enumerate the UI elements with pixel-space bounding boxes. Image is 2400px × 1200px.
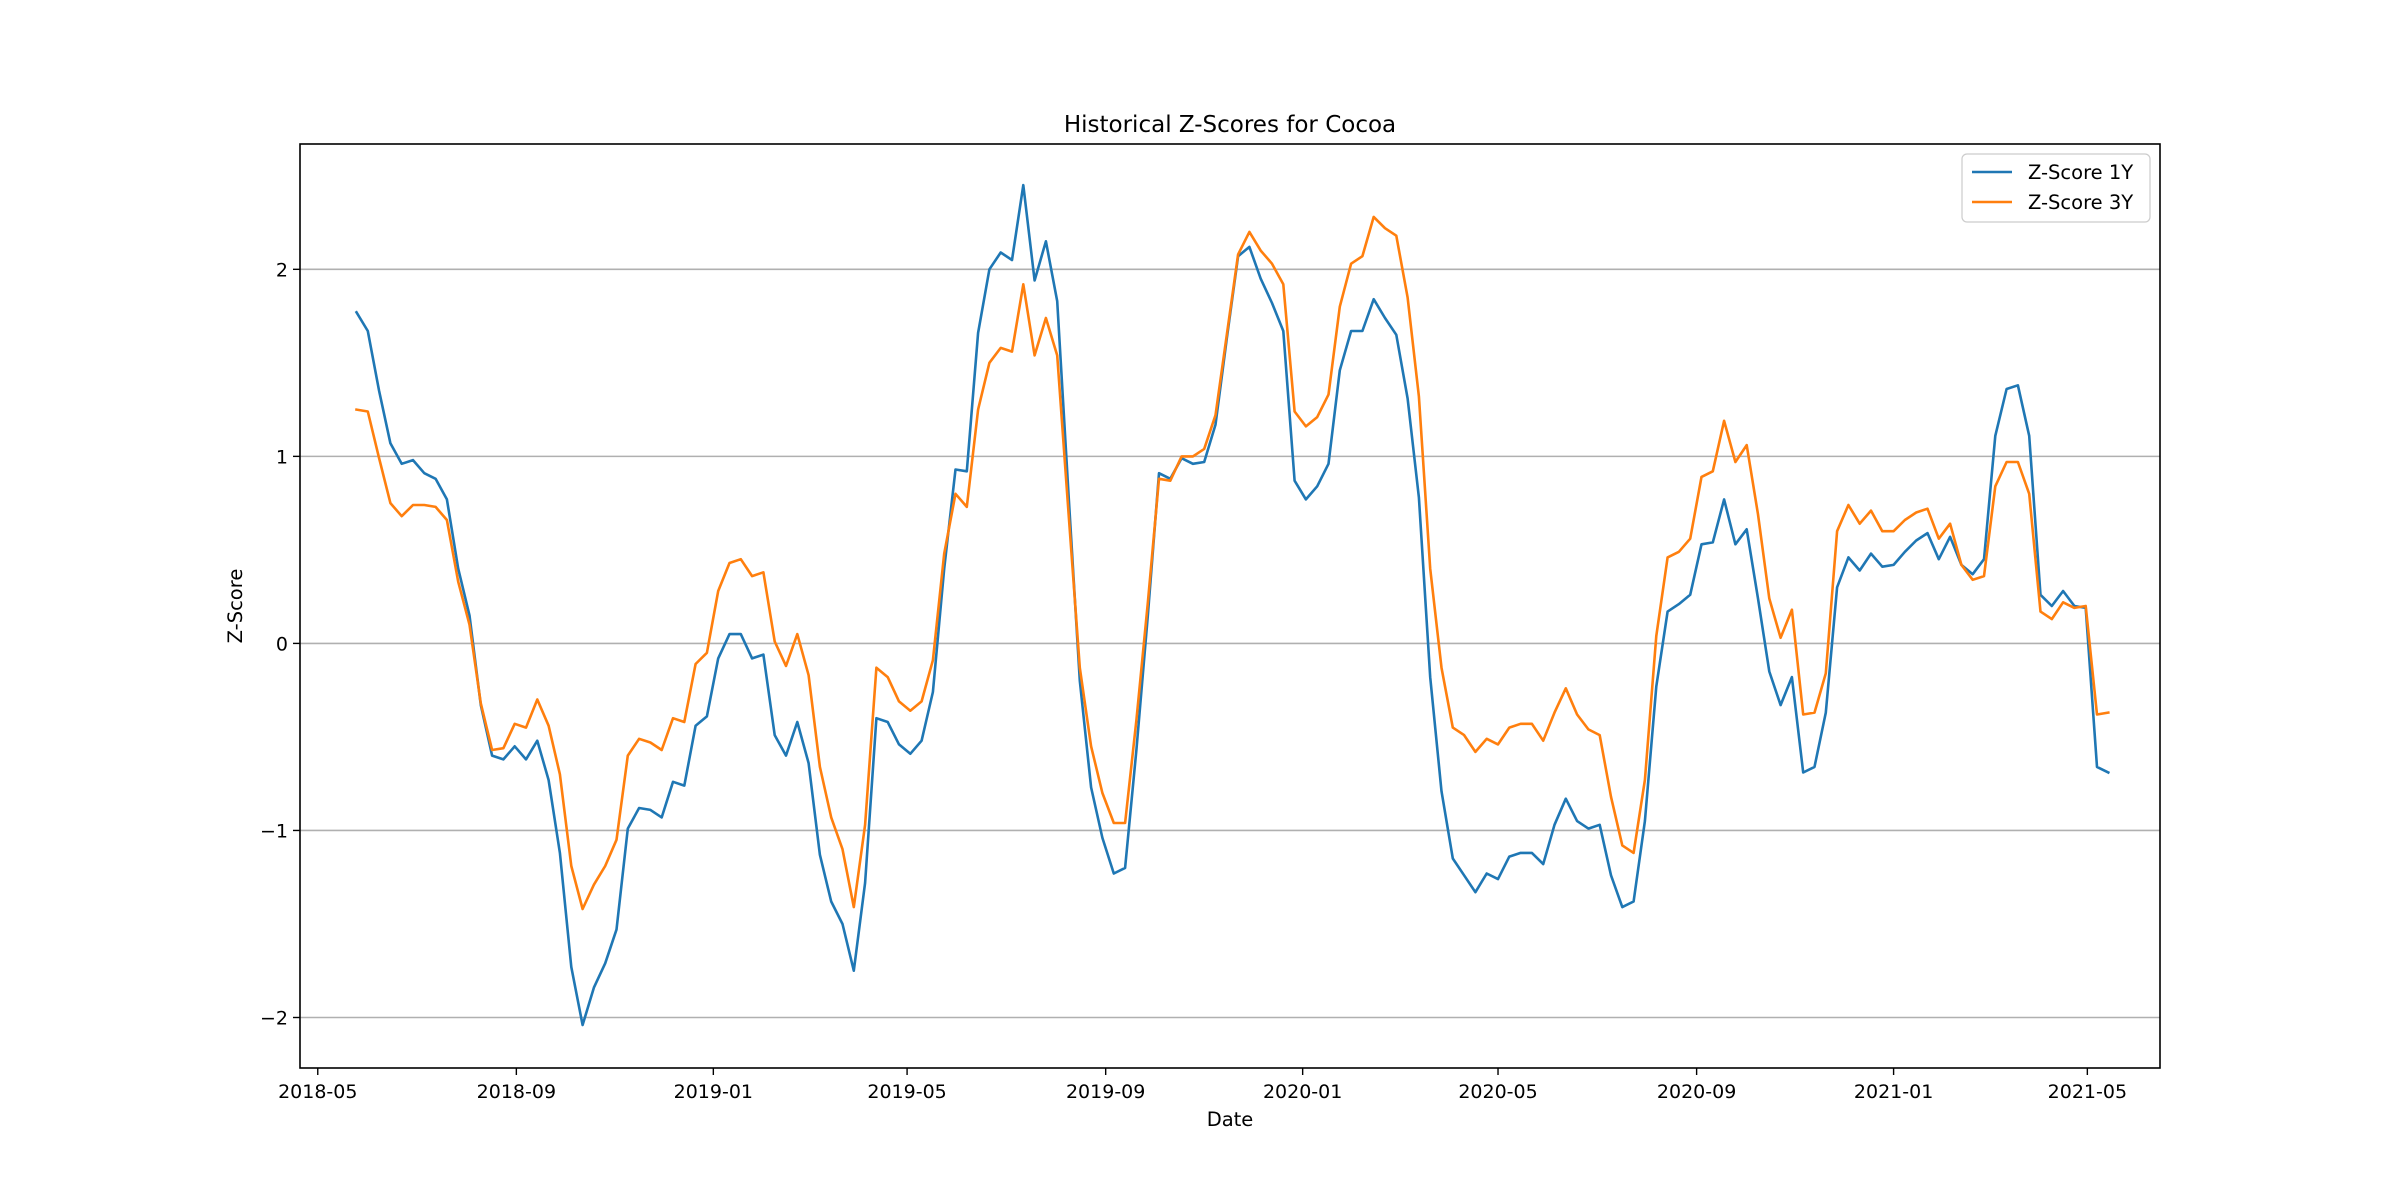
plot-lines — [354, 183, 2111, 1027]
x-axis-label: Date — [1207, 1108, 1254, 1131]
series-line-z-score-3y — [355, 215, 2110, 911]
y-axis-ticks: −2 −1 0 1 2 — [260, 259, 300, 1029]
x-tick-label: 2019-09 — [1066, 1081, 1145, 1103]
y-axis-label: Z-Score — [224, 569, 247, 644]
x-tick-label: 2018-05 — [278, 1081, 357, 1103]
x-axis-ticks: 2018-05 2018-09 2019-01 2019-05 2019-09 2020-… — [278, 1068, 2127, 1103]
legend-label-zscore-3y: Z-Score 3Y — [2028, 191, 2133, 214]
x-tick-label: 2021-01 — [1854, 1081, 1933, 1103]
x-tick-label: 2019-01 — [674, 1081, 753, 1103]
legend-label-zscore-1y: Z-Score 1Y — [2028, 161, 2133, 184]
y-tick-label: −1 — [260, 820, 288, 842]
x-tick-label: 2020-05 — [1458, 1081, 1537, 1103]
y-tick-label: −2 — [260, 1007, 288, 1029]
grid-lines — [300, 268, 2160, 1019]
legend: Z-Score 1Y Z-Score 3Y — [1961, 153, 2151, 223]
chart-title: Historical Z-Scores for Cocoa — [1064, 112, 1396, 138]
x-tick-label: 2018-09 — [477, 1081, 556, 1103]
x-tick-label: 2020-09 — [1657, 1081, 1736, 1103]
y-tick-label: 0 — [276, 633, 288, 655]
x-tick-label: 2021-05 — [2048, 1081, 2127, 1103]
plot-frame — [299, 143, 2161, 1069]
y-tick-label: 2 — [276, 259, 288, 281]
y-tick-label: 1 — [276, 446, 288, 468]
x-tick-label: 2020-01 — [1263, 1081, 1342, 1103]
x-tick-label: 2019-05 — [867, 1081, 946, 1103]
